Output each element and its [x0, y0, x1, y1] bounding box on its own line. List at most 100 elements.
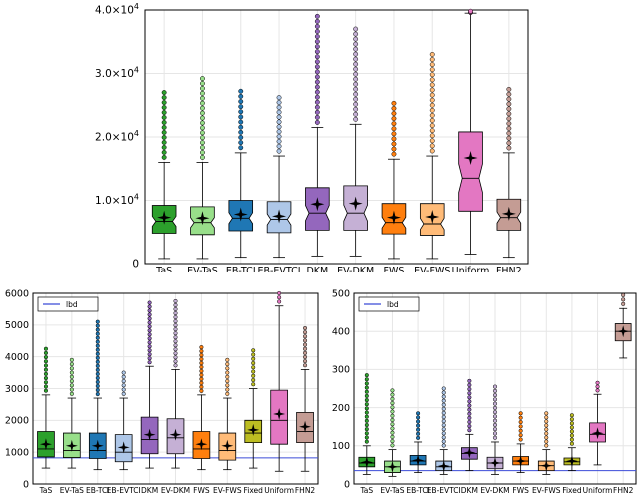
outlier-point [391, 131, 397, 137]
outlier-point [173, 351, 178, 356]
mean-star [310, 197, 325, 212]
outlier-point [391, 116, 397, 122]
outlier-point [391, 146, 397, 152]
outlier-point [238, 145, 244, 151]
box-eb-tci [409, 411, 427, 473]
y-tick-mantissa: 0 [23, 479, 29, 490]
plot-frame [32, 292, 319, 485]
y-tick-label: 2.0×104 [95, 129, 139, 144]
x-tick-label: FHN2 [496, 266, 522, 272]
outlier-point [353, 106, 359, 112]
outlier-point [391, 100, 397, 106]
outlier-point [429, 102, 435, 108]
outlier-point [276, 114, 282, 120]
outlier-point [173, 323, 178, 328]
outlier-point [390, 396, 395, 401]
outlier-point [200, 115, 205, 121]
outlier-point [506, 130, 512, 136]
x-tick-label: Fixed [562, 486, 582, 495]
outlier-point [43, 371, 49, 376]
outlier-point [302, 350, 308, 355]
y-tick-label: 400 [332, 327, 350, 338]
outlier-point [364, 393, 369, 398]
mean-star [157, 210, 172, 225]
mean-star [386, 210, 401, 225]
outlier-point [441, 419, 446, 424]
mean-star [540, 459, 553, 472]
outlier-point [544, 435, 549, 440]
outlier-point [314, 99, 320, 105]
outlier-point [173, 327, 178, 332]
outlier-point [353, 96, 359, 102]
outlier-point [147, 344, 152, 349]
outlier-point [441, 414, 446, 420]
outlier-point [467, 403, 472, 408]
outlier-point [595, 388, 600, 393]
outlier-point [506, 96, 512, 102]
outlier-point [441, 435, 446, 440]
outlier-point [364, 373, 369, 378]
outlier-point [544, 419, 549, 424]
outlier-point [569, 437, 574, 442]
outlier-point [314, 13, 320, 19]
outlier-point [225, 383, 230, 388]
outlier-point [353, 76, 359, 82]
outlier-point [173, 310, 178, 316]
outlier-point [200, 145, 205, 151]
outlier-point [441, 394, 446, 399]
outlier-point [200, 125, 205, 131]
outlier-point [173, 335, 178, 340]
outlier-point [441, 427, 446, 432]
mean-star [195, 211, 210, 226]
outlier-point [199, 380, 204, 385]
outlier-point [95, 323, 100, 328]
outlier-point [95, 331, 100, 336]
outlier-point [390, 388, 395, 393]
outlier-point [391, 136, 397, 142]
plot-frame [144, 9, 529, 265]
legend-label: lbd [387, 300, 399, 309]
outlier-point [95, 335, 100, 340]
outlier-point [276, 129, 282, 135]
outlier-point [161, 90, 167, 96]
outlier-point [416, 419, 421, 424]
outlier-point [518, 420, 523, 425]
x-tick-label: EB-EVTCI [257, 266, 300, 272]
outlier-point [364, 414, 369, 419]
outlier-point [251, 352, 256, 357]
outlier-point [302, 342, 308, 347]
outlier-point [467, 411, 472, 416]
outlier-point [441, 390, 446, 395]
outlier-point [314, 29, 320, 34]
outlier-point [147, 300, 152, 305]
outlier-point [441, 423, 446, 428]
outlier-point [95, 319, 100, 324]
outlier-point [390, 430, 395, 435]
y-tick-label: 200 [332, 403, 350, 414]
outlier-point [492, 405, 498, 410]
outlier-point [621, 297, 626, 302]
outlier-point [467, 391, 472, 396]
outlier-point [276, 95, 282, 101]
x-tick-label: FHN2 [295, 486, 316, 495]
outlier-point [467, 415, 472, 420]
outlier-point [518, 424, 523, 429]
outlier-point [147, 312, 152, 317]
outlier-point [95, 391, 100, 397]
outlier-point [238, 114, 244, 120]
outlier-point [364, 402, 369, 407]
outlier-point [595, 384, 600, 389]
outlier-point [251, 360, 256, 366]
mean-star [463, 150, 478, 165]
outlier-point [506, 106, 512, 112]
outlier-point [302, 359, 308, 364]
outlier-point [364, 385, 369, 390]
outlier-point [467, 399, 472, 404]
mean-star [617, 325, 630, 338]
outlier-point [95, 339, 100, 344]
outlier-point [353, 86, 359, 92]
outlier-point [147, 352, 152, 357]
outlier-point [69, 357, 74, 362]
outlier-point [302, 363, 308, 368]
outlier-point [364, 398, 369, 403]
